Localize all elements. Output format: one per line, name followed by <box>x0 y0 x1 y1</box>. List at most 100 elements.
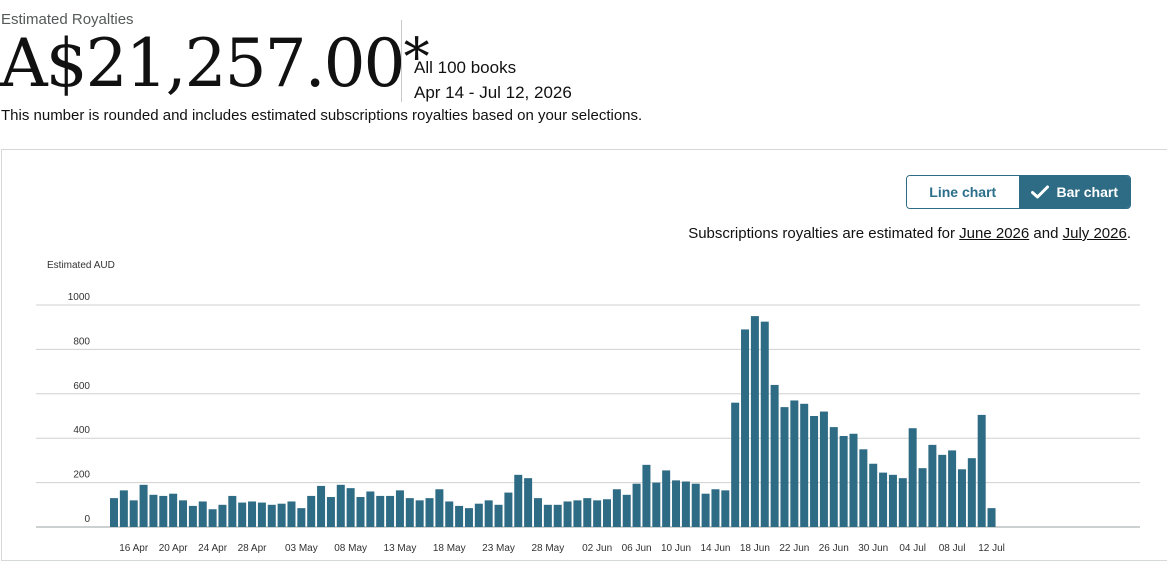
bar <box>386 495 395 527</box>
bar <box>672 480 681 527</box>
bar <box>918 468 927 527</box>
bar <box>731 402 740 527</box>
x-tick-label: 30 Jun <box>858 543 888 554</box>
bar <box>504 492 513 527</box>
line-chart-button[interactable]: Line chart <box>907 176 1019 208</box>
bar <box>898 478 907 527</box>
bar <box>376 495 385 527</box>
x-tick-label: 16 Apr <box>119 543 149 554</box>
bar <box>277 503 286 527</box>
subs-note-suffix: . <box>1126 225 1131 242</box>
scope-summary: All 100 books Apr 14 - Jul 12, 2026 <box>414 55 572 105</box>
bar <box>839 435 848 527</box>
bar <box>494 504 503 527</box>
bar <box>938 454 947 527</box>
bar <box>691 483 700 527</box>
bar <box>356 497 365 527</box>
bar <box>612 489 621 527</box>
bar <box>533 498 542 527</box>
bar <box>869 463 878 527</box>
header-divider <box>401 20 402 102</box>
bar <box>317 485 326 527</box>
x-tick-label: 14 Jun <box>700 543 730 554</box>
x-tick-label: 20 Apr <box>159 543 189 554</box>
bar <box>326 497 335 527</box>
bar <box>563 501 572 527</box>
bar <box>257 502 266 527</box>
bar <box>967 458 976 527</box>
bar <box>652 482 661 527</box>
y-tick-label: 0 <box>84 514 90 525</box>
bar <box>425 498 434 527</box>
subscriptions-note: Subscriptions royalties are estimated fo… <box>688 225 1131 242</box>
bar <box>701 493 710 527</box>
june-2026-link[interactable]: June 2026 <box>959 225 1030 242</box>
x-tick-label: 26 Jun <box>819 543 849 554</box>
x-tick-label: 23 May <box>482 543 515 554</box>
bar <box>267 504 276 527</box>
x-tick-label: 03 May <box>285 543 318 554</box>
x-tick-label: 18 May <box>433 543 466 554</box>
bar <box>129 500 138 527</box>
bar <box>395 490 404 527</box>
bar <box>888 474 897 527</box>
bar <box>119 490 128 527</box>
bar <box>583 498 592 527</box>
bar <box>780 407 789 527</box>
bar <box>711 489 720 527</box>
bar-chart-button[interactable]: Bar chart <box>1018 176 1130 208</box>
bar <box>632 483 641 527</box>
bar <box>859 449 868 527</box>
bar <box>474 503 483 527</box>
x-tick-label: 08 May <box>334 543 367 554</box>
amount-value: A$21,257.00 <box>0 25 406 102</box>
bar <box>218 504 227 527</box>
bar <box>642 464 651 527</box>
rounding-note: This number is rounded and includes esti… <box>1 107 643 124</box>
bar <box>829 427 838 527</box>
bar <box>110 498 118 527</box>
bar <box>908 428 917 527</box>
bar <box>415 500 424 527</box>
y-tick-label: 1000 <box>68 292 91 303</box>
y-tick-label: 800 <box>73 336 90 347</box>
bar <box>750 316 759 527</box>
scope-dates: Apr 14 - Jul 12, 2026 <box>414 83 572 102</box>
bar <box>238 502 247 527</box>
y-tick-label: 200 <box>73 470 90 481</box>
bar <box>287 501 296 527</box>
july-2026-link[interactable]: July 2026 <box>1062 225 1127 242</box>
bar <box>603 499 611 527</box>
bar <box>435 489 444 527</box>
x-tick-label: 18 Jun <box>740 543 770 554</box>
x-tick-label: 28 May <box>531 543 564 554</box>
y-tick-label: 600 <box>73 381 90 392</box>
subs-note-prefix: Subscriptions royalties are estimated fo… <box>688 225 960 242</box>
bar <box>188 505 197 527</box>
bar <box>770 384 779 527</box>
bar <box>445 501 454 527</box>
chart-type-toggle: Line chart Bar chart <box>906 175 1131 209</box>
scope-books: All 100 books <box>414 58 517 77</box>
bar <box>879 472 888 527</box>
bar-chart-label: Bar chart <box>1056 184 1118 200</box>
bar <box>139 484 148 527</box>
bar <box>307 495 316 527</box>
royalty-amount: A$21,257.00* <box>0 24 430 104</box>
amount-asterisk: * <box>403 28 430 88</box>
x-tick-label: 08 Jul <box>939 543 966 554</box>
bar <box>681 481 690 527</box>
bar <box>593 500 602 527</box>
bar <box>149 494 158 527</box>
bar <box>553 504 562 527</box>
bar <box>514 474 523 527</box>
x-tick-label: 13 May <box>384 543 417 554</box>
bar <box>455 505 464 527</box>
bar <box>760 321 769 527</box>
bar <box>464 508 473 527</box>
x-tick-label: 04 Jul <box>899 543 926 554</box>
bar <box>810 416 819 527</box>
y-tick-label: 400 <box>73 425 90 436</box>
x-tick-label: 24 Apr <box>198 543 228 554</box>
bar <box>622 494 631 527</box>
